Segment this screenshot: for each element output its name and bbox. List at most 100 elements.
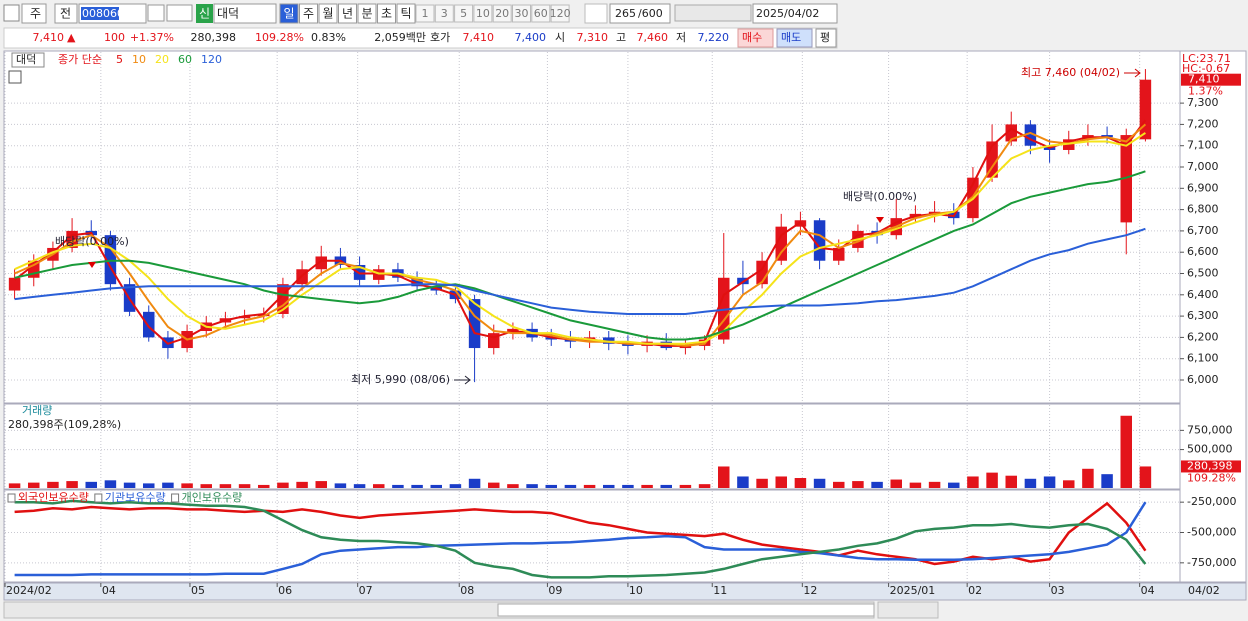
legend-box[interactable] <box>94 493 103 503</box>
new-badge[interactable] <box>196 4 213 23</box>
bar <box>583 484 596 488</box>
period-button[interactable] <box>318 3 338 24</box>
buy-button[interactable] <box>737 28 774 48</box>
legend-label: 60 <box>178 53 192 66</box>
tool-icons[interactable] <box>674 4 752 22</box>
period-button[interactable] <box>338 3 357 24</box>
period-button[interactable] <box>377 3 396 24</box>
last-volume: 280,398 <box>1187 459 1233 472</box>
x-tick-label: 04 <box>1141 584 1155 597</box>
candle-body <box>315 256 327 270</box>
rate: +1.37% <box>130 31 174 44</box>
mode: 전 <box>60 7 71 21</box>
sound-button[interactable] <box>166 4 193 22</box>
bar <box>526 484 538 488</box>
market-select[interactable] <box>21 3 47 24</box>
selection <box>81 7 119 20</box>
interval-button[interactable] <box>531 4 551 23</box>
period: 년 <box>342 7 353 21</box>
period-button[interactable] <box>357 3 377 24</box>
interval-button[interactable] <box>550 4 570 23</box>
icon[interactable] <box>3 4 20 22</box>
interval: 3 <box>441 7 448 20</box>
x-axis <box>3 582 1247 601</box>
sell: 매도 <box>781 31 801 44</box>
search-button[interactable] <box>147 4 165 22</box>
legend-box[interactable] <box>7 493 16 503</box>
interval-button[interactable] <box>454 4 474 23</box>
y-tick-label: 7,300 <box>1187 96 1219 109</box>
x-tick-label: 12 <box>803 584 817 597</box>
period: 월 <box>322 7 333 21</box>
date: 2025/04/02 <box>756 7 819 20</box>
candle-body <box>1063 139 1075 150</box>
count: 265 <box>615 7 636 20</box>
bar <box>334 483 347 488</box>
y-tick-label: -500,000 <box>1187 525 1236 538</box>
interval-button[interactable] <box>492 4 512 23</box>
legend-label: 기관보유수량 <box>105 491 166 504</box>
interval-button[interactable] <box>473 4 493 23</box>
last-volume-rate: 109.28% <box>1187 471 1236 484</box>
y-tick-label: 6,400 <box>1187 288 1219 301</box>
bar <box>737 476 749 488</box>
count-input[interactable] <box>609 3 671 24</box>
scroll-thumb[interactable] <box>497 603 875 617</box>
bar <box>1120 415 1132 488</box>
arrow: ▲ <box>67 31 76 44</box>
volume-rate: 109.28% <box>255 31 304 44</box>
interval-button[interactable] <box>512 4 531 23</box>
bar <box>200 484 212 488</box>
table-icon[interactable] <box>8 70 22 84</box>
volume-panel <box>3 403 1181 490</box>
turnover: 0.83% <box>311 31 346 44</box>
select[interactable] <box>584 3 608 24</box>
bar <box>143 483 155 488</box>
bar <box>871 481 883 488</box>
period-button[interactable] <box>279 3 299 24</box>
period-button[interactable] <box>299 3 318 24</box>
bar <box>564 484 577 488</box>
annotation: 최저 5,990 (08/06) <box>351 373 450 386</box>
bar <box>1101 474 1113 488</box>
x-tick-label: 2025/01 <box>890 584 936 597</box>
bar <box>411 484 423 488</box>
y-tick-label: 6,600 <box>1187 245 1219 258</box>
x-tick-label: 09 <box>548 584 562 597</box>
chart-title: 대덕 <box>16 53 36 66</box>
interval: 60 <box>534 7 548 20</box>
x-tick-label: 03 <box>1051 584 1065 597</box>
period-button[interactable] <box>396 3 416 24</box>
interval-button[interactable] <box>415 4 435 23</box>
nav-buttons[interactable] <box>877 601 939 619</box>
bar <box>238 484 251 488</box>
bar <box>85 481 97 488</box>
bar <box>449 484 462 488</box>
mode-select[interactable] <box>54 3 78 24</box>
period: 분 <box>361 7 372 21</box>
change: 100 <box>104 31 125 44</box>
quote-bar: 7,410 ▲ 100 +1.37% 280,398 109.28% 0.83%… <box>3 27 838 49</box>
sell-button[interactable] <box>776 28 813 48</box>
interval: 20 <box>495 7 509 20</box>
candle-body <box>1101 135 1113 138</box>
avg: 평 <box>820 31 830 44</box>
candle-body <box>564 339 577 342</box>
avg-button[interactable] <box>815 28 837 48</box>
candle-body <box>104 235 117 285</box>
interval-button[interactable] <box>434 4 454 23</box>
period: 주 <box>303 7 314 21</box>
date-input[interactable] <box>752 3 838 24</box>
zoom-tools[interactable] <box>1025 602 1243 618</box>
open-label: 시 <box>555 31 565 44</box>
toolbar: 주 전 008060 신 대덕 265 /600 2025/04/02 <box>3 3 838 24</box>
y-tick-label: 7,200 <box>1187 117 1219 130</box>
bar <box>1082 468 1094 488</box>
bar <box>1024 478 1037 488</box>
name-input[interactable] <box>213 3 277 24</box>
bar <box>258 484 270 488</box>
legend-box[interactable] <box>171 493 180 503</box>
candle-body <box>622 343 634 346</box>
candle-body <box>775 226 787 261</box>
